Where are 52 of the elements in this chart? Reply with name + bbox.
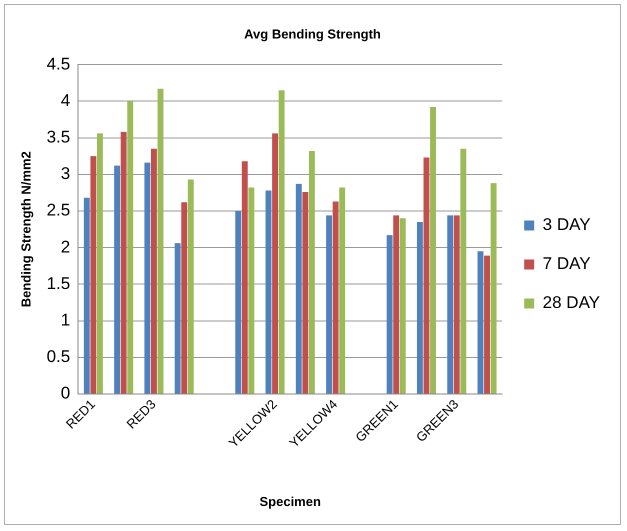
bar: [386, 235, 393, 394]
bar: [332, 201, 339, 394]
bar: [174, 243, 181, 394]
y-tick-label: 0.5: [46, 347, 70, 366]
y-tick-label: 1: [60, 310, 70, 330]
bar: [302, 192, 308, 394]
bar: [484, 256, 490, 394]
bar: [447, 215, 454, 394]
bar: [272, 133, 278, 394]
x-axis-title: Specimen: [259, 494, 321, 509]
bar: [490, 183, 497, 394]
bar: [127, 101, 134, 394]
bar: [424, 158, 430, 394]
bar: [84, 198, 90, 394]
y-tick-label: 4: [60, 90, 70, 110]
bar: [430, 107, 436, 394]
bar: [181, 202, 188, 394]
bar: [308, 150, 315, 394]
y-axis-title: Bending Strength N/mm2: [18, 151, 34, 308]
bar: [158, 88, 164, 394]
bar: [248, 188, 254, 394]
y-tick-label: 2.5: [46, 200, 70, 220]
bar: [90, 156, 96, 394]
bar: [416, 222, 423, 394]
bar: [400, 218, 406, 394]
y-tick-label: 0: [60, 384, 70, 403]
bar: [242, 161, 248, 394]
bar: [478, 251, 484, 394]
bar: [454, 215, 460, 394]
bar: [326, 215, 332, 394]
legend-label: 3 DAY: [542, 215, 591, 234]
y-tick-label: 4.5: [46, 54, 70, 74]
bar: [96, 133, 103, 394]
bar: [278, 90, 285, 394]
legend-label: 7 DAY: [542, 254, 591, 274]
chart-title: Avg Bending Strength: [244, 26, 381, 42]
y-tick-label: 3: [60, 164, 70, 184]
bar: [144, 162, 150, 394]
legend-label: 28 DAY: [542, 293, 600, 312]
bar: [296, 184, 302, 394]
y-tick-label: 3.5: [46, 127, 70, 146]
y-tick-label: 2: [60, 237, 70, 256]
bar: [393, 215, 400, 394]
bar: [235, 210, 242, 394]
bar: [114, 166, 120, 394]
bar: [339, 188, 346, 394]
bar: [266, 190, 272, 394]
bar: [460, 148, 466, 394]
y-tick-label: 1.5: [46, 274, 70, 293]
bar: [188, 180, 194, 394]
bar: [150, 148, 157, 394]
bar: [120, 132, 127, 394]
